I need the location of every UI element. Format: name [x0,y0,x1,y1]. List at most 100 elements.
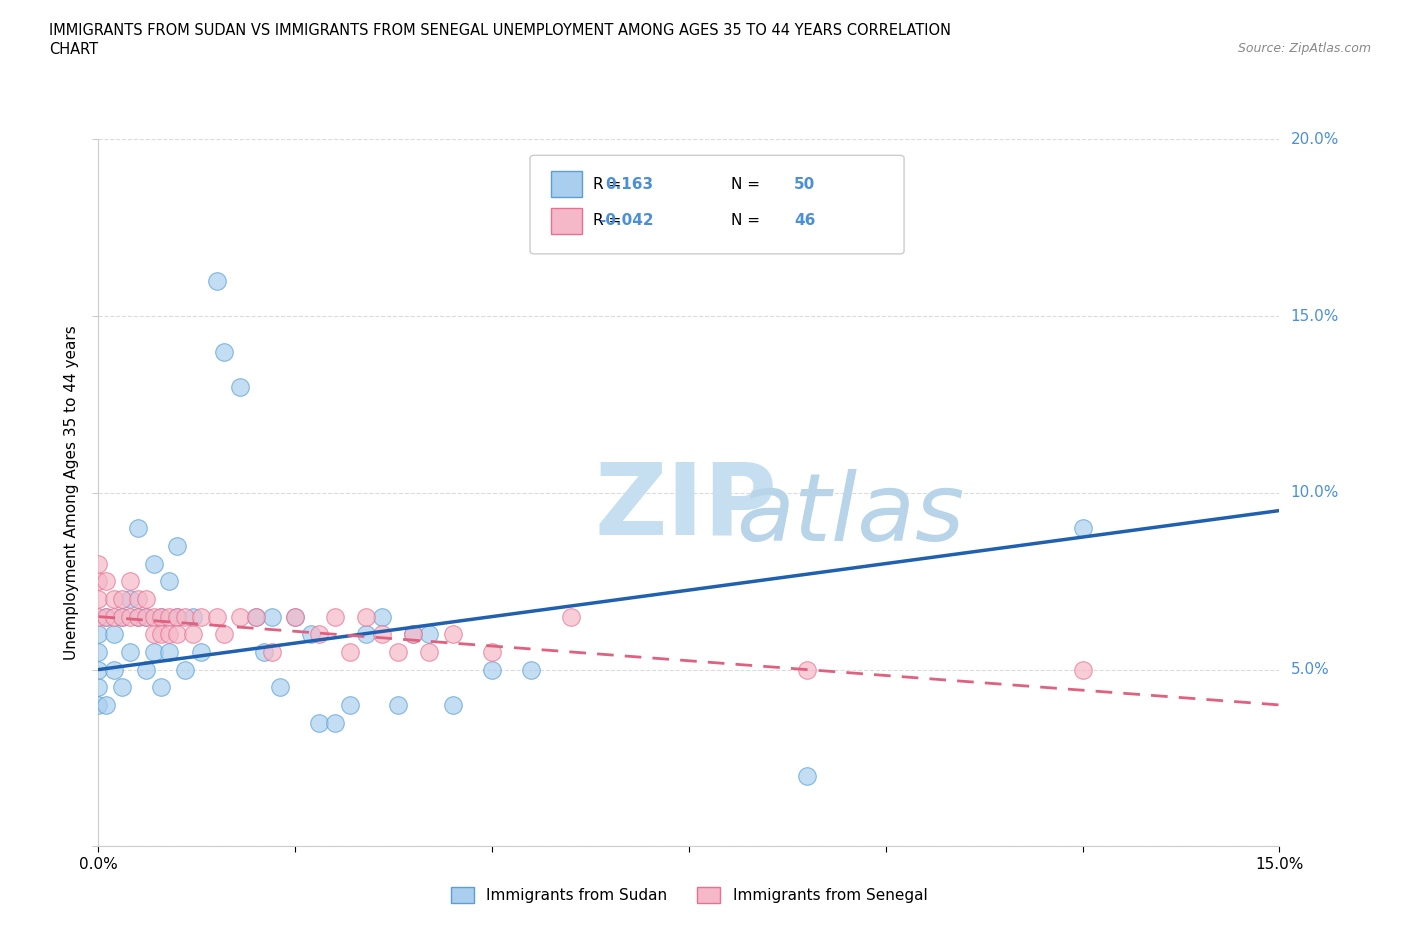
Point [174,662,197,677]
Point [441,627,464,642]
Text: R =: R = [593,177,621,192]
Point [96,574,118,589]
Point [87,644,110,659]
Point [190,644,212,659]
Point [150,609,173,624]
Y-axis label: Unemployment Among Ages 35 to 44 years: Unemployment Among Ages 35 to 44 years [65,326,79,660]
Text: atlas: atlas [737,469,965,560]
Point [441,698,464,712]
Point [157,627,180,642]
Text: 5.0%: 5.0% [1291,662,1329,677]
Point [205,273,228,288]
Text: 10.0%: 10.0% [1291,485,1339,500]
Point [127,591,149,606]
Point [103,609,125,624]
Point [520,662,543,677]
Point [354,627,377,642]
Point [157,609,180,624]
Point [354,609,377,624]
Text: 15.0%: 15.0% [1291,309,1339,324]
Point [339,644,361,659]
Point [142,644,165,659]
Point [142,627,165,642]
Point [96,609,118,624]
Point [135,662,157,677]
Point [269,680,291,695]
Point [229,379,252,394]
Point [135,591,157,606]
Point [339,698,361,712]
Point [418,627,440,642]
Point [135,609,157,624]
Point [111,609,134,624]
Point [118,574,141,589]
Point [260,644,283,659]
Point [87,609,110,624]
Text: N =: N = [731,177,761,192]
Point [103,627,125,642]
Point [371,627,394,642]
Point [1071,662,1094,677]
Text: 20.0%: 20.0% [1291,132,1339,147]
Point [387,644,409,659]
Text: 46: 46 [794,213,815,228]
Point [103,662,125,677]
Point [157,574,180,589]
Point [308,627,330,642]
Point [205,609,228,624]
Point [371,609,394,624]
Legend: Immigrants from Sudan, Immigrants from Senegal: Immigrants from Sudan, Immigrants from S… [444,881,934,910]
Point [87,680,110,695]
Point [111,680,134,695]
Text: R =: R = [593,213,621,228]
Point [214,627,236,642]
Text: IMMIGRANTS FROM SUDAN VS IMMIGRANTS FROM SENEGAL UNEMPLOYMENT AMONG AGES 35 TO 4: IMMIGRANTS FROM SUDAN VS IMMIGRANTS FROM… [49,23,952,38]
Point [323,609,346,624]
Point [299,627,322,642]
Point [214,344,236,359]
Point [157,644,180,659]
Point [284,609,307,624]
Point [796,768,818,783]
Point [87,627,110,642]
Point [118,609,141,624]
Point [87,698,110,712]
Point [229,609,252,624]
Point [245,609,267,624]
Point [166,538,188,553]
Point [284,609,307,624]
Text: CHART: CHART [49,42,98,57]
Point [127,609,149,624]
Point [111,591,134,606]
Text: 50: 50 [794,177,815,192]
Point [87,556,110,571]
Point [103,591,125,606]
Text: ZIP: ZIP [595,458,778,555]
Text: N =: N = [731,213,761,228]
Point [308,715,330,730]
Point [1071,521,1094,536]
Text: 0.163: 0.163 [606,177,654,192]
Point [181,609,204,624]
Point [260,609,283,624]
Point [87,574,110,589]
Point [166,609,188,624]
Point [796,662,818,677]
Point [166,609,188,624]
Text: Source: ZipAtlas.com: Source: ZipAtlas.com [1237,42,1371,55]
Point [118,591,141,606]
Point [142,609,165,624]
Point [181,627,204,642]
Point [323,715,346,730]
Point [245,609,267,624]
Point [402,627,425,642]
Point [560,609,582,624]
Point [96,609,118,624]
Point [142,556,165,571]
Point [111,609,134,624]
Point [150,627,173,642]
Point [127,521,149,536]
Point [174,609,197,624]
Point [87,591,110,606]
Point [402,627,425,642]
